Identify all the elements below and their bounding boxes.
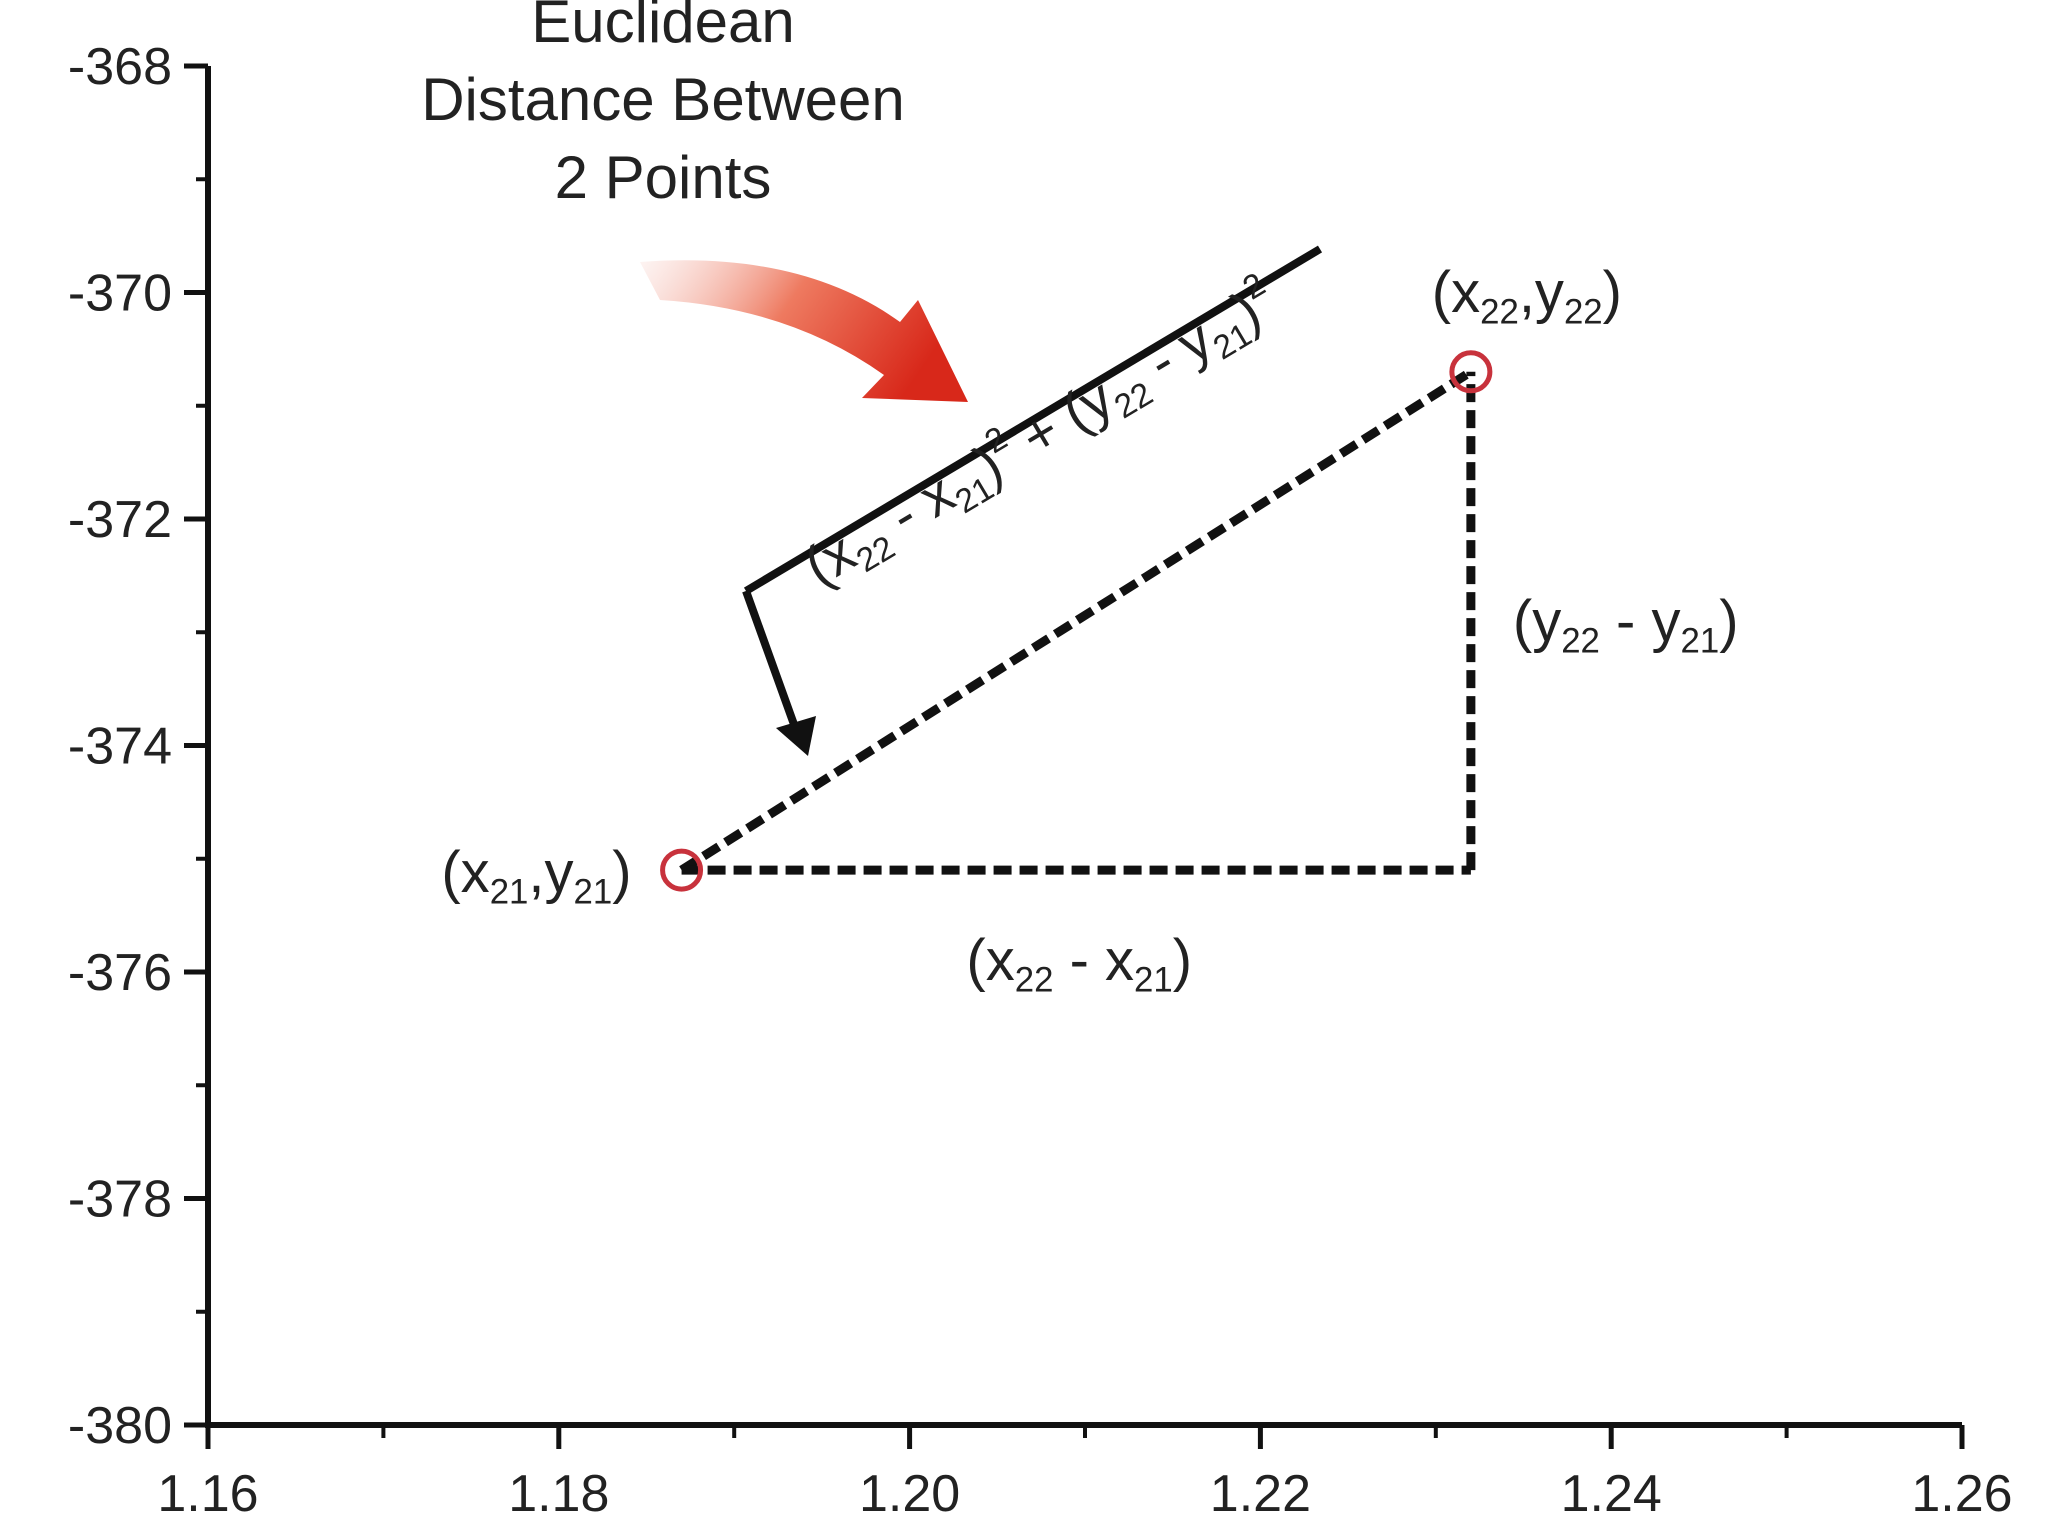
- annotation-part: (x: [793, 520, 865, 598]
- annotation-part: 22: [1480, 292, 1519, 331]
- annotation-part: 22: [1561, 622, 1600, 661]
- annotation-part: 21: [490, 873, 529, 912]
- annotation-part: (x: [441, 840, 489, 905]
- point: [1449, 350, 1493, 394]
- annotation-part: (y: [1513, 589, 1561, 654]
- x-tick-label: 1.16: [157, 1465, 258, 1523]
- annotation-part: 21: [574, 873, 613, 912]
- annotation-part: ): [1603, 260, 1622, 325]
- y-tick-label: -370: [68, 265, 172, 323]
- y-tick-label: -378: [68, 1171, 172, 1229]
- point: [660, 848, 704, 892]
- y-tick-label: -368: [68, 38, 172, 96]
- radical-sign: [742, 245, 1323, 732]
- annotation-part: + (y: [996, 366, 1123, 477]
- annotation-part: ,y: [1519, 260, 1564, 325]
- annotation-part: 22: [1015, 961, 1054, 1000]
- annotation-part: ,y: [528, 840, 573, 905]
- annotation: (x21,y21): [441, 840, 631, 912]
- annotation-part: 22: [1564, 292, 1603, 331]
- x-tick-label: 1.20: [859, 1465, 960, 1523]
- y-tick-label: -374: [68, 718, 172, 776]
- annotation: (y22 - y21): [1513, 589, 1739, 661]
- radical-arrowhead: [776, 716, 816, 756]
- annotation-part: 21: [1680, 622, 1719, 661]
- x-tick-label: 1.24: [1561, 1465, 1662, 1523]
- annotation: (x22,y22): [1432, 260, 1622, 332]
- annotation-part: - x: [1053, 928, 1134, 993]
- chart-title: Distance Between: [421, 66, 905, 133]
- chart-title: Euclidean: [531, 0, 795, 55]
- annotation-part: - y: [1600, 589, 1681, 654]
- pointer-arrow: [640, 260, 968, 402]
- annotation-part: ): [1719, 589, 1738, 654]
- x-tick-label: 1.18: [508, 1465, 609, 1523]
- y-tick-label: -372: [68, 491, 172, 549]
- annotation-part: (x: [1432, 260, 1480, 325]
- chart-title: 2 Points: [555, 144, 772, 211]
- x-tick-label: 1.26: [1911, 1465, 2012, 1523]
- annotation-part: ): [1173, 928, 1192, 993]
- y-tick-label: -376: [68, 944, 172, 1002]
- x-tick-label: 1.22: [1210, 1465, 1311, 1523]
- y-tick-label: -380: [68, 1397, 172, 1455]
- annotation-part: (x: [966, 928, 1014, 993]
- annotation: (x22 - x21): [966, 928, 1192, 1000]
- annotation-part: 21: [1134, 961, 1173, 1000]
- annotation-part: ): [612, 840, 631, 905]
